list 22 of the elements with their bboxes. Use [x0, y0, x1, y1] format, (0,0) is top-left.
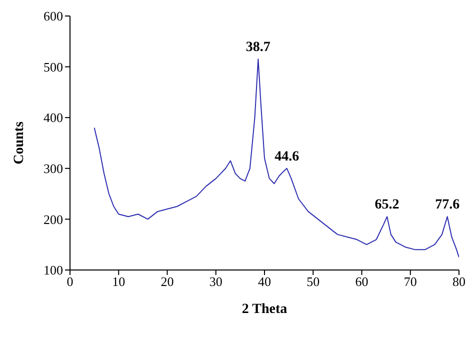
x-tick-label: 20 [160, 274, 174, 290]
x-tick-label: 60 [355, 274, 368, 290]
y-tick-label: 400 [44, 110, 63, 126]
y-tick-label: 600 [44, 8, 63, 24]
line-series [94, 58, 459, 258]
x-tick-label: 70 [404, 274, 417, 290]
y-tick-label: 200 [44, 212, 63, 227]
x-tick-label: 10 [112, 274, 126, 290]
annotation: 44.6 [274, 149, 300, 164]
y-axis-title: Counts [12, 121, 27, 164]
annotation: 38.7 [246, 40, 270, 56]
x-axis-title: 2 Theta [242, 302, 288, 317]
annotation: 65.2 [374, 198, 400, 213]
x-tick-label: 80 [452, 274, 466, 290]
y-tick-label: 300 [44, 161, 63, 176]
x-tick-label: 50 [306, 274, 320, 290]
x-tick-label: 40 [258, 274, 271, 290]
y-tick-label: 500 [44, 59, 63, 74]
x-tick-label: 30 [209, 274, 222, 290]
x-tick-label: 0 [66, 274, 74, 290]
y-tick-label: 100 [44, 262, 63, 278]
annotation: 77.6 [435, 198, 460, 213]
